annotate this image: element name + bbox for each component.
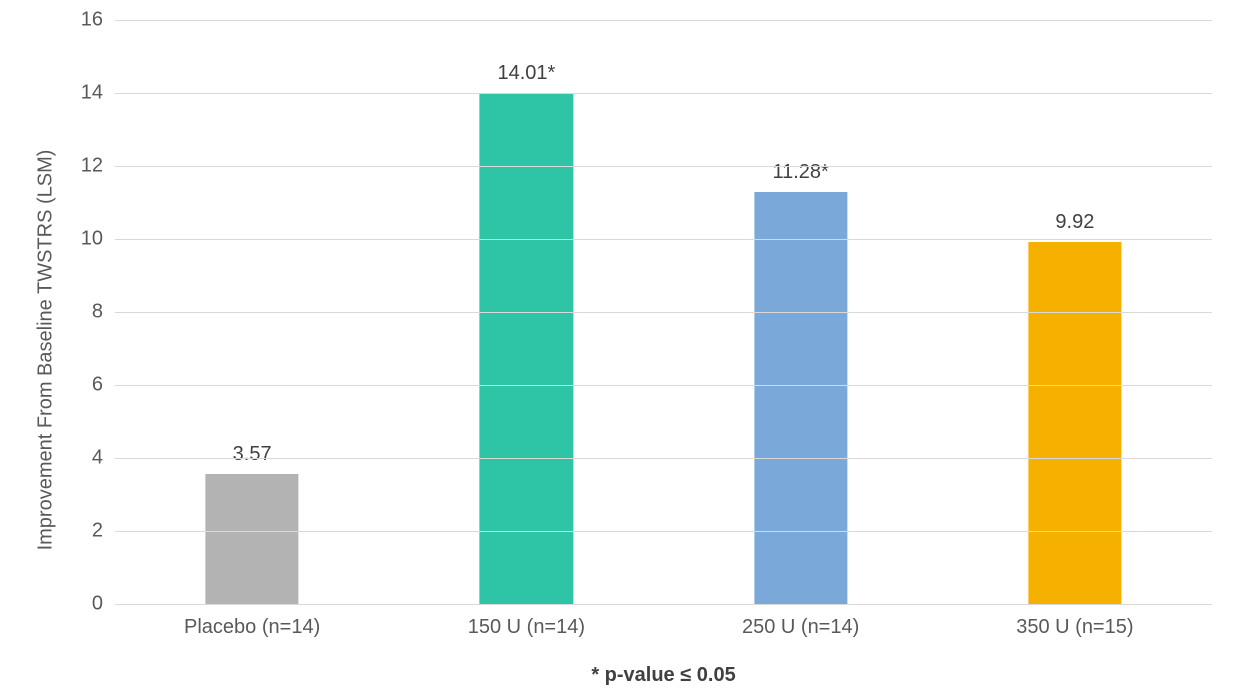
bar-value-label: 11.28* <box>772 161 828 184</box>
y-tick-label: 8 <box>92 301 115 324</box>
x-tick-label: 150 U (n=14) <box>468 604 585 639</box>
bar <box>754 192 847 604</box>
x-tick-label: 250 U (n=14) <box>742 604 859 639</box>
y-tick-label: 16 <box>81 9 115 32</box>
grid-line <box>115 239 1212 240</box>
grid-line <box>115 312 1212 313</box>
bar <box>1028 242 1121 604</box>
grid-line <box>115 531 1212 532</box>
bar <box>480 93 573 604</box>
grid-line <box>115 604 1212 605</box>
grid-line <box>115 93 1212 94</box>
y-axis-title: Improvement From Baseline TWSTRS (LSM) <box>35 149 58 550</box>
grid-line <box>115 20 1212 21</box>
plot-area: 3.57Placebo (n=14)14.01*150 U (n=14)11.2… <box>115 20 1212 604</box>
y-tick-label: 6 <box>92 374 115 397</box>
y-tick-label: 2 <box>92 520 115 543</box>
y-tick-label: 0 <box>92 593 115 616</box>
bar-value-label: 14.01* <box>497 62 555 85</box>
y-tick-label: 14 <box>81 82 115 105</box>
bar <box>206 474 299 604</box>
y-tick-label: 10 <box>81 228 115 251</box>
y-tick-label: 12 <box>81 155 115 178</box>
x-tick-label: Placebo (n=14) <box>184 604 320 639</box>
grid-line <box>115 385 1212 386</box>
footnote: * p-value ≤ 0.05 <box>115 664 1212 687</box>
x-tick-label: 350 U (n=15) <box>1016 604 1133 639</box>
bar-value-label: 9.92 <box>1055 211 1094 234</box>
grid-line <box>115 458 1212 459</box>
grid-line <box>115 166 1212 167</box>
y-tick-label: 4 <box>92 447 115 470</box>
bar-value-label: 3.57 <box>233 443 272 466</box>
chart-container: Improvement From Baseline TWSTRS (LSM) 3… <box>0 0 1242 699</box>
